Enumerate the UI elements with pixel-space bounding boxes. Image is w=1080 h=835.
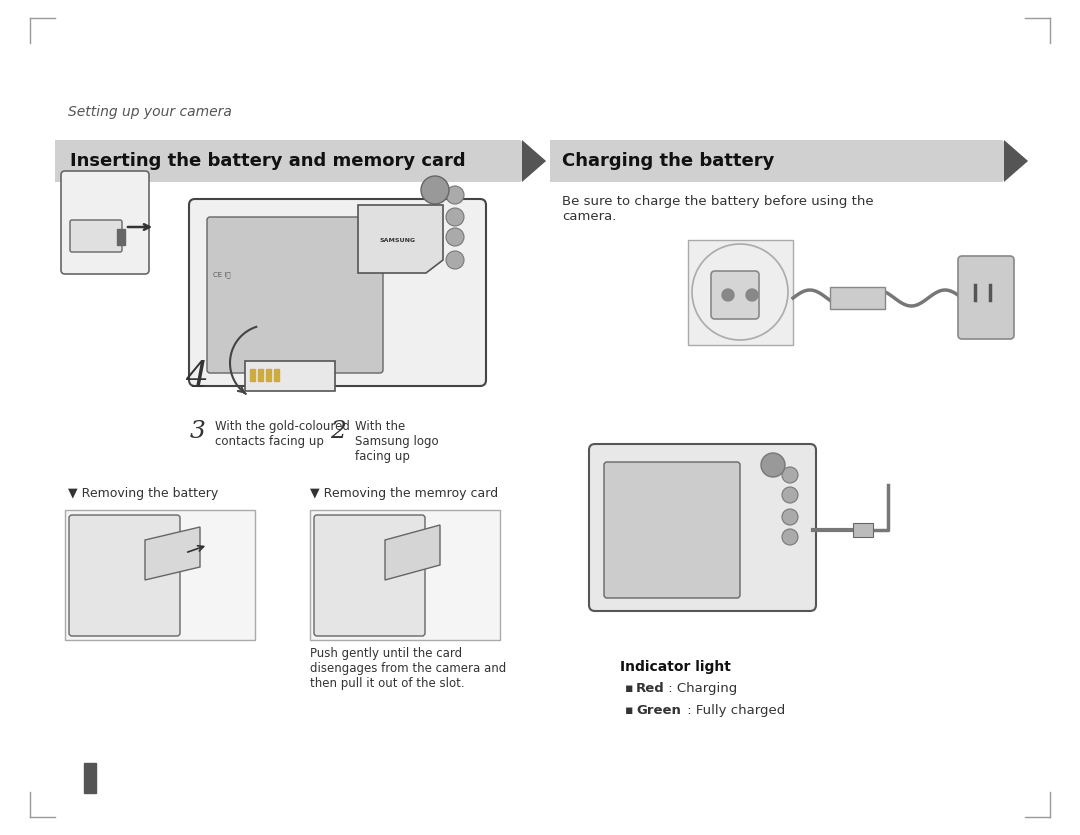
Polygon shape — [522, 140, 546, 182]
Polygon shape — [245, 361, 335, 391]
FancyBboxPatch shape — [69, 515, 180, 636]
Bar — [84, 763, 96, 793]
Bar — [831, 287, 885, 309]
Text: Indicator light: Indicator light — [620, 660, 731, 674]
FancyBboxPatch shape — [711, 271, 759, 319]
Circle shape — [782, 487, 798, 503]
FancyBboxPatch shape — [189, 199, 486, 386]
Text: ▪: ▪ — [625, 682, 637, 695]
Circle shape — [421, 176, 449, 204]
Text: Red: Red — [636, 682, 665, 695]
FancyBboxPatch shape — [958, 256, 1014, 339]
Bar — [65, 510, 255, 640]
Circle shape — [446, 251, 464, 269]
Polygon shape — [145, 527, 200, 580]
Text: Charging the battery: Charging the battery — [562, 152, 774, 170]
Text: Green: Green — [636, 704, 680, 717]
Bar — [274, 369, 279, 381]
Text: ▼ Removing the battery: ▼ Removing the battery — [68, 487, 218, 500]
Text: 4: 4 — [185, 360, 208, 394]
Text: ▼ Removing the memroy card: ▼ Removing the memroy card — [310, 487, 498, 500]
Circle shape — [746, 289, 758, 301]
Text: : Fully charged: : Fully charged — [683, 704, 785, 717]
Bar — [310, 510, 500, 640]
Bar — [688, 240, 793, 345]
Bar — [853, 523, 873, 537]
Bar — [117, 229, 125, 245]
FancyBboxPatch shape — [589, 444, 816, 611]
Bar — [249, 369, 255, 381]
Circle shape — [446, 186, 464, 204]
Text: Be sure to charge the battery before using the
camera.: Be sure to charge the battery before usi… — [562, 195, 874, 223]
Text: ▪: ▪ — [625, 704, 637, 717]
Text: 1: 1 — [105, 177, 129, 211]
Text: SAMSUNG: SAMSUNG — [380, 237, 416, 242]
Text: 6: 6 — [85, 773, 95, 788]
Polygon shape — [550, 140, 1028, 182]
Polygon shape — [384, 525, 440, 580]
Circle shape — [782, 509, 798, 525]
Text: 3: 3 — [190, 420, 206, 443]
FancyBboxPatch shape — [70, 220, 122, 252]
FancyBboxPatch shape — [207, 217, 383, 373]
Circle shape — [723, 289, 734, 301]
FancyBboxPatch shape — [60, 171, 149, 274]
Text: With the gold-coloured
contacts facing up: With the gold-coloured contacts facing u… — [215, 420, 350, 448]
Polygon shape — [357, 205, 443, 273]
Bar — [266, 369, 271, 381]
Text: With the
Samsung logo
facing up: With the Samsung logo facing up — [355, 420, 438, 463]
Text: Inserting the battery and memory card: Inserting the battery and memory card — [70, 152, 465, 170]
Text: 2: 2 — [330, 420, 346, 443]
FancyBboxPatch shape — [604, 462, 740, 598]
Text: Push gently until the card
disengages from the camera and
then pull it out of th: Push gently until the card disengages fr… — [310, 647, 507, 690]
Text: CE I㎡: CE I㎡ — [213, 271, 231, 278]
Circle shape — [761, 453, 785, 477]
Circle shape — [446, 208, 464, 226]
Circle shape — [782, 467, 798, 483]
Text: Setting up your camera: Setting up your camera — [68, 105, 232, 119]
Polygon shape — [55, 140, 546, 182]
Bar — [258, 369, 264, 381]
Text: : Charging: : Charging — [664, 682, 738, 695]
Circle shape — [782, 529, 798, 545]
FancyBboxPatch shape — [314, 515, 426, 636]
Circle shape — [446, 228, 464, 246]
Polygon shape — [1004, 140, 1028, 182]
